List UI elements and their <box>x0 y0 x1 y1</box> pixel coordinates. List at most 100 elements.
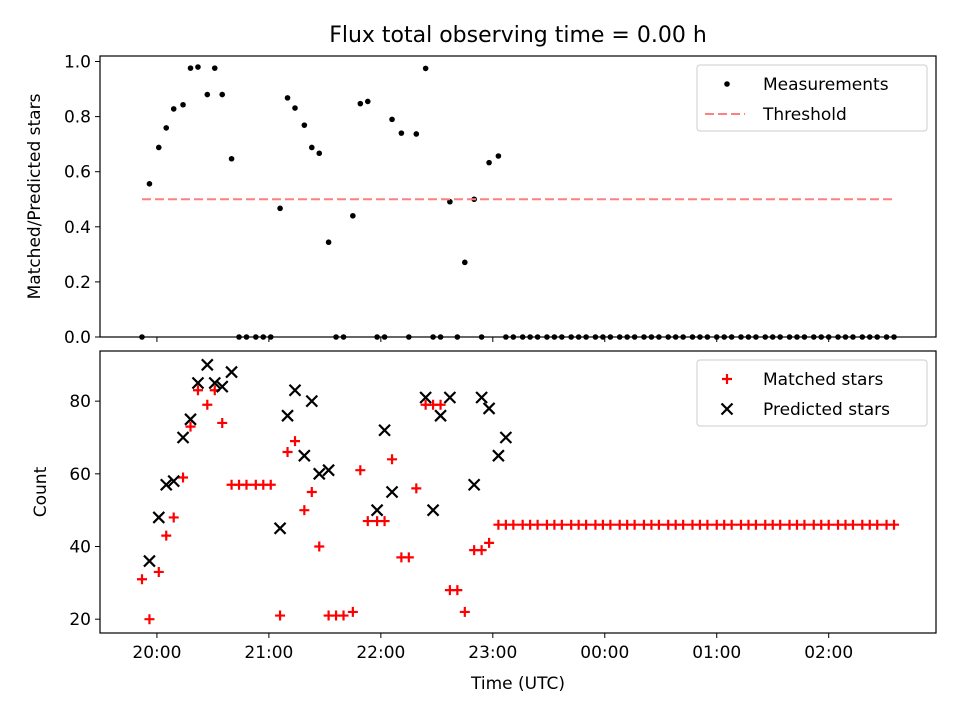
data-point <box>305 394 319 408</box>
x-tick-label: 21:00 <box>244 643 293 663</box>
data-point <box>314 541 325 552</box>
data-point <box>180 101 186 108</box>
data-point <box>308 144 315 151</box>
data-point <box>419 391 432 404</box>
data-point <box>241 479 252 490</box>
data-point <box>556 519 567 530</box>
legend-box <box>696 359 928 427</box>
data-point <box>201 358 214 372</box>
data-point <box>325 239 332 246</box>
data-point <box>316 150 323 157</box>
x-tick-label: 02:00 <box>804 643 853 663</box>
data-point <box>161 530 172 541</box>
x-tick-label: 23:00 <box>468 643 517 663</box>
data-point <box>217 417 228 428</box>
data-point <box>823 519 834 530</box>
data-point <box>889 519 900 530</box>
data-point <box>143 554 156 568</box>
data-point <box>187 65 194 71</box>
y-tick-label: 0.0 <box>64 328 91 348</box>
data-point <box>653 519 664 530</box>
data-point <box>362 516 373 527</box>
data-point <box>499 431 513 444</box>
data-point <box>152 511 166 524</box>
data-point <box>678 519 689 530</box>
data-point <box>322 463 335 477</box>
data-point <box>476 545 487 556</box>
figure-title: Flux total observing time = 0.00 h <box>329 23 707 48</box>
data-point <box>184 413 197 426</box>
data-point <box>726 519 737 530</box>
data-point <box>355 465 366 476</box>
data-point <box>219 91 226 98</box>
data-point <box>799 519 810 530</box>
y-tick-label: 0.8 <box>64 108 91 128</box>
data-point <box>629 519 640 530</box>
data-point <box>398 130 405 136</box>
y-tick-label: 40 <box>69 538 91 558</box>
y-tick-label: 0.6 <box>64 163 91 183</box>
data-point <box>265 479 276 490</box>
data-point <box>447 198 453 205</box>
x-axis-label: Time (UTC) <box>470 674 565 694</box>
data-point <box>378 423 391 437</box>
axes-frame <box>99 350 937 634</box>
count-panel: 20 40 60 80 20:00 21:00 22:00 23:00 00:00 01:00 02… <box>31 350 937 694</box>
data-point <box>178 472 189 483</box>
x-tick-label: 00:00 <box>580 643 629 663</box>
data-point <box>357 100 364 107</box>
legend-plus-swatch <box>722 374 732 384</box>
data-point <box>750 519 761 530</box>
data-point <box>475 391 488 404</box>
data-point <box>338 610 349 621</box>
data-point <box>411 483 422 494</box>
legend-box <box>696 64 928 132</box>
data-point <box>299 505 310 516</box>
y-tick-label: 0.2 <box>64 273 91 293</box>
series-matched-stars <box>136 385 900 625</box>
data-point <box>443 391 457 404</box>
y-tick-label: 20 <box>69 610 91 630</box>
data-point <box>702 519 713 530</box>
legend: Matched stars Predicted stars <box>696 359 928 427</box>
data-point <box>422 65 429 72</box>
data-point <box>370 503 384 517</box>
legend-dot-swatch <box>724 81 730 87</box>
ratio-panel: 0.0 0.2 0.4 0.6 0.8 1.0 Matched/Predicted star… <box>25 53 937 348</box>
data-point <box>281 409 294 422</box>
legend-label: Threshold <box>762 105 847 125</box>
data-point <box>159 478 173 492</box>
y-tick-label: 80 <box>69 392 91 412</box>
data-point <box>532 519 543 530</box>
legend: Measurements Threshold <box>696 64 928 132</box>
data-point <box>347 606 358 617</box>
data-point <box>215 380 229 393</box>
data-point <box>379 516 390 527</box>
data-point <box>275 610 286 621</box>
data-point <box>170 106 177 112</box>
data-point <box>204 91 211 98</box>
data-point <box>202 399 213 410</box>
data-point <box>495 153 502 159</box>
data-point <box>168 512 179 523</box>
data-point <box>486 159 492 166</box>
data-point <box>459 606 470 617</box>
data-point <box>284 95 291 101</box>
data-point <box>290 436 301 447</box>
data-point <box>228 155 235 162</box>
data-point <box>350 212 356 219</box>
legend-label: Predicted stars <box>763 400 890 420</box>
data-point <box>364 98 371 105</box>
y-axis-label: Count <box>31 466 51 517</box>
data-point <box>482 402 496 415</box>
data-point <box>277 205 283 212</box>
data-point <box>484 537 495 548</box>
data-point <box>435 399 446 410</box>
data-point <box>492 449 505 462</box>
data-point <box>167 474 180 488</box>
axes-frame <box>99 55 937 338</box>
data-point <box>306 487 317 497</box>
data-point <box>211 65 218 71</box>
data-point <box>508 519 519 530</box>
